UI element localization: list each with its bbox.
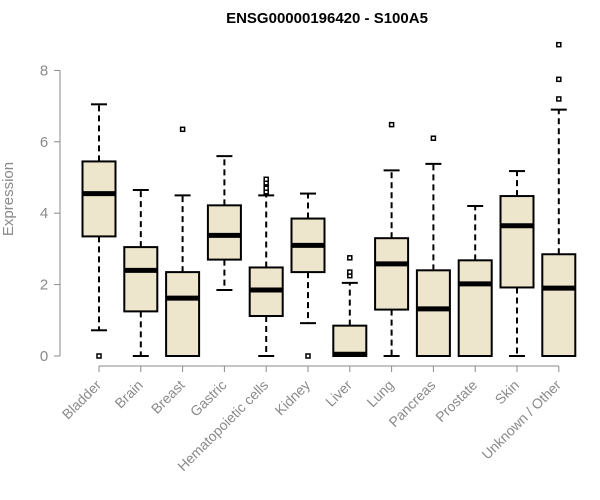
outlier-point [179,126,186,133]
box [374,237,410,311]
y-axis: 0 2 4 6 8 [40,62,61,365]
box [81,160,117,238]
outlier-point [263,185,269,191]
x-tick-label: Unknown / Other [478,377,564,463]
x-tick-label: Kidney [272,377,314,419]
box-group [374,121,410,357]
x-tick-label: Prostate [432,377,480,425]
y-tick-label: 6 [40,134,48,151]
outlier-point [388,121,395,128]
outlier-point [556,96,562,102]
outlier-point [347,255,353,261]
outlier-point [96,353,102,359]
box-group [499,170,535,357]
box [457,259,493,358]
box-group [290,192,326,359]
box [123,246,159,313]
y-tick-label: 2 [40,277,48,294]
x-tick-label: Skin [492,377,523,408]
y-tick-label: 4 [40,205,48,222]
box-group [541,41,577,358]
outlier-point [347,269,353,275]
box-group [248,176,284,357]
x-tick-label: Lung [363,377,396,410]
x-tick-label: Liver [322,377,355,410]
outlier-point [556,41,562,48]
box [165,271,201,358]
box-group [415,135,451,358]
plot-area [81,41,577,359]
y-tick-label: 0 [40,348,48,365]
y-axis-label: Expression [0,162,17,236]
box-group [332,255,368,357]
x-tick-label: Breast [148,377,188,417]
box-group [165,126,201,358]
box [541,253,577,358]
box-group [457,205,493,358]
y-tick-label: 8 [40,62,48,79]
outlier-point [430,135,437,141]
outlier-point [556,76,562,83]
outlier-point [305,353,311,359]
box-group [123,188,159,357]
x-tick-label: Brain [111,377,145,411]
box [332,324,368,357]
box [206,204,242,261]
box [415,269,451,358]
x-tick-label: Bladder [59,377,105,423]
box-group [81,103,117,359]
box [499,195,535,289]
outlier-point [263,176,269,183]
box-group [206,155,242,291]
chart-title: ENSG00000196420 - S100A5 [226,10,428,27]
